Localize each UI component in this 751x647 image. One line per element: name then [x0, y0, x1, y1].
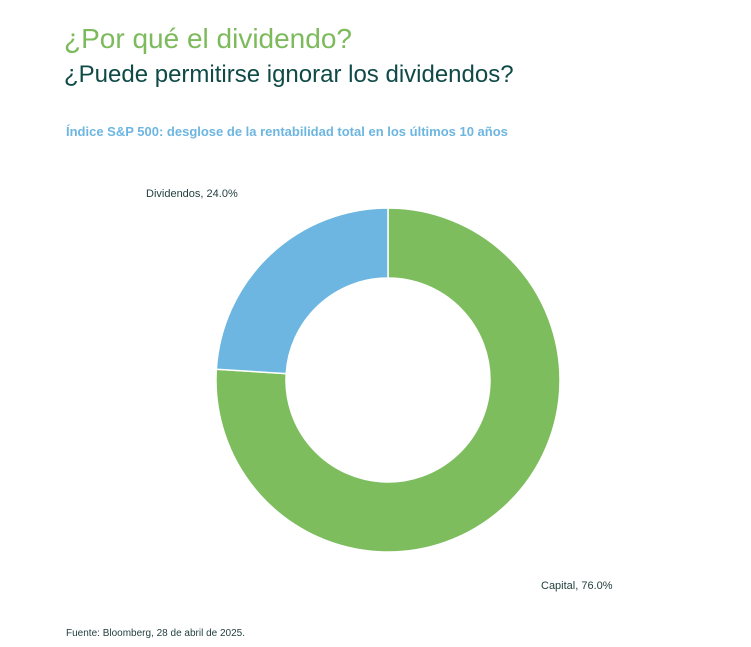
data-label-dividendos: Dividendos, 24.0%	[146, 188, 238, 200]
chart-title: Índice S&P 500: desglose de la rentabili…	[66, 124, 508, 139]
donut-slice-dividendos	[215, 207, 389, 375]
source-note: Fuente: Bloomberg, 28 de abril de 2025.	[66, 628, 246, 639]
donut-slices	[215, 207, 561, 553]
donut-labels: Capital, 76.0% Dividendos, 24.0%	[146, 188, 613, 592]
donut-slice-capital	[215, 207, 561, 553]
page-title: ¿Por qué el dividendo?	[64, 23, 352, 54]
page-subtitle: ¿Puede permitirse ignorar los dividendos…	[64, 61, 514, 88]
data-label-capital: Capital, 76.0%	[541, 580, 613, 592]
